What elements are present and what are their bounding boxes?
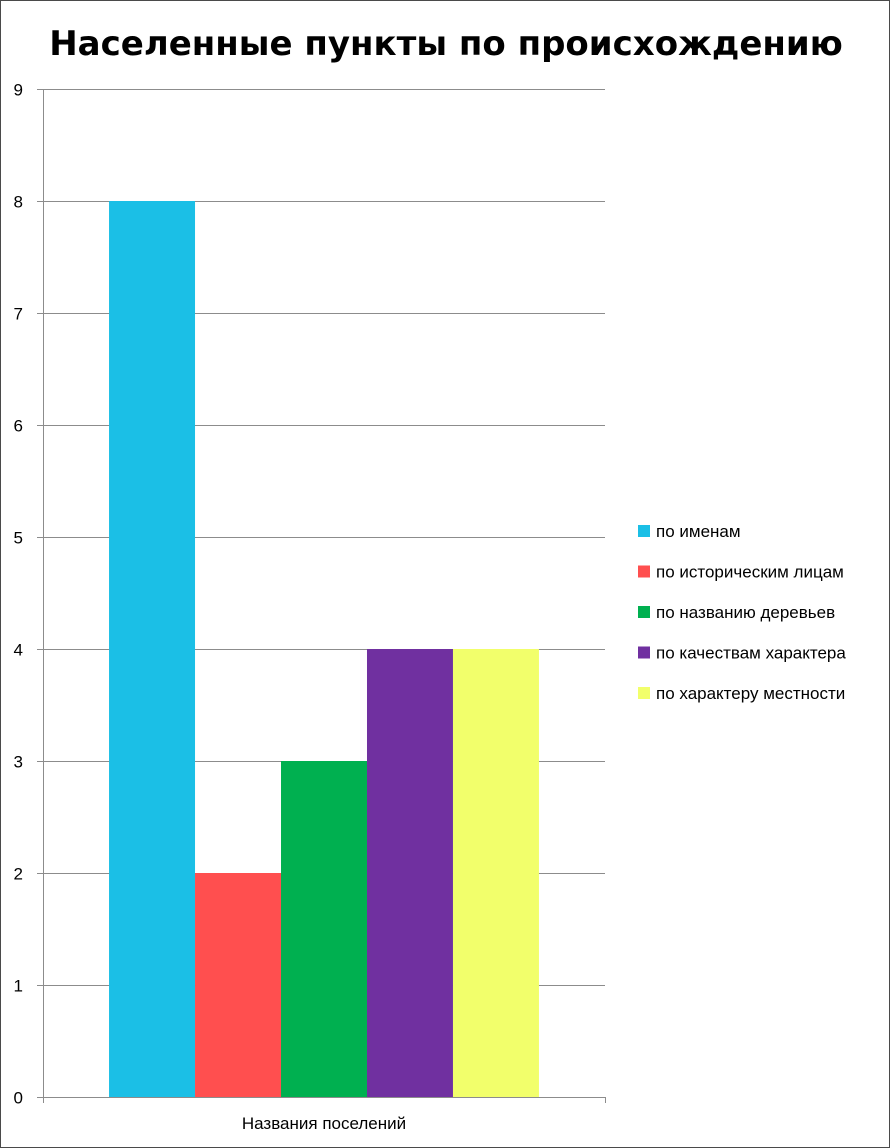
y-tick-label: 0	[14, 1089, 23, 1108]
legend-swatch	[638, 687, 650, 699]
chart-title: Населенные пункты по происхождению	[49, 24, 843, 64]
y-tick-label: 3	[14, 753, 23, 772]
x-category-label: Названия поселений	[242, 1114, 406, 1133]
bar	[109, 201, 196, 1097]
bar	[452, 649, 539, 1097]
y-tick-label: 4	[14, 641, 23, 660]
legend-swatch	[638, 565, 650, 578]
legend-label: по именам	[656, 522, 741, 541]
bars	[109, 201, 539, 1097]
legend-label: по историческим лицам	[656, 563, 844, 582]
legend: по именам по историческим лицам по названи…	[638, 522, 846, 703]
y-tick-label: 6	[14, 417, 23, 436]
legend-swatch	[638, 606, 650, 618]
y-tick-label: 2	[14, 865, 23, 884]
bar	[366, 649, 453, 1097]
bar	[281, 761, 367, 1097]
legend-label: по качествам характера	[656, 644, 846, 663]
y-tick-label: 7	[14, 305, 23, 324]
legend-swatch	[638, 646, 650, 659]
y-tick-label: 8	[14, 193, 23, 212]
y-tick-label: 9	[14, 81, 23, 100]
y-tick-label: 5	[14, 529, 23, 548]
y-tick-label: 1	[14, 977, 23, 996]
legend-label: по названию деревьев	[656, 603, 835, 622]
legend-label: по характеру местности	[656, 684, 845, 703]
bar	[195, 873, 282, 1097]
legend-swatch	[638, 525, 650, 537]
axes: 0 1 2 3 4 5 6 7 8 9 Названия поселений	[14, 81, 606, 1133]
